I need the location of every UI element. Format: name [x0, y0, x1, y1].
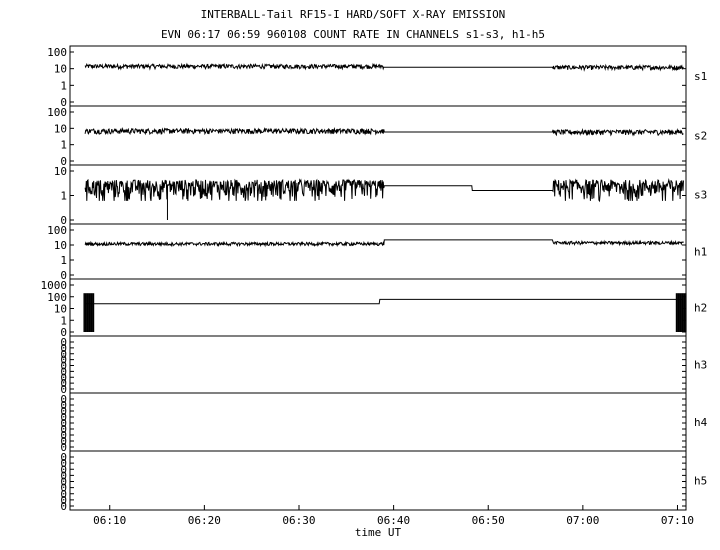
series-line-h2 [85, 298, 684, 305]
y-tick-label: 0 [60, 494, 67, 507]
y-tick-label: 10 [54, 63, 67, 76]
y-tick-label: 1 [60, 139, 67, 152]
y-tick-label: 0 [60, 155, 67, 168]
x-tick-label: 06:30 [282, 514, 315, 527]
panel-label-s2: s2 [694, 130, 707, 143]
panel-label-h5: h5 [694, 475, 707, 488]
y-tick-label: 0 [60, 360, 67, 373]
x-axis-label: time UT [355, 526, 402, 539]
y-tick-label: 1 [60, 190, 67, 203]
y-tick-label: 10 [54, 165, 67, 178]
y-tick-label: 0 [60, 463, 67, 476]
y-tick-label: 0 [60, 342, 67, 355]
y-tick-label: 0 [60, 269, 67, 282]
y-tick-label: 0 [60, 348, 67, 361]
y-tick-label: 0 [60, 354, 67, 367]
y-tick-label: 0 [60, 399, 67, 412]
y-tick-label: 0 [60, 371, 67, 384]
y-tick-label: 0 [60, 435, 67, 448]
y-tick-label: 0 [60, 383, 67, 396]
y-tick-label: 0 [60, 336, 67, 349]
y-tick-label: 0 [60, 482, 67, 495]
series-line-s2 [84, 126, 684, 137]
y-tick-label: 10 [54, 239, 67, 252]
x-tick-label: 06:40 [377, 514, 410, 527]
y-tick-label: 0 [60, 500, 67, 513]
chart-subtitle: EVN 06:17 06:59 960108 COUNT RATE IN CHA… [161, 28, 545, 41]
y-tick-label: 1000 [41, 279, 68, 292]
x-tick-label: 06:50 [472, 514, 505, 527]
y-tick-label: 10 [54, 122, 67, 135]
panel-label-h1: h1 [694, 246, 707, 259]
plot-frame [69, 45, 687, 511]
y-tick-label: 100 [47, 224, 67, 237]
series-line-s1 [84, 62, 684, 72]
y-tick-label: 0 [60, 96, 67, 109]
chart-title: INTERBALL-Tail RF15-I HARD/SOFT X-RAY EM… [201, 8, 506, 21]
y-tick-label: 100 [47, 291, 67, 304]
y-tick-label: 1 [60, 79, 67, 92]
y-tick-label: 0 [60, 417, 67, 430]
y-tick-label: 0 [60, 411, 67, 424]
y-tick-label: 0 [60, 214, 67, 227]
panel-label-h4: h4 [694, 416, 708, 429]
panels-group: 06:10 06:20 06:30 06:40 06:50 07:00 07:10s1100… [41, 45, 708, 527]
y-tick-label: 0 [60, 429, 67, 442]
panel-label-h2: h2 [694, 302, 707, 315]
y-tick-label: 0 [60, 377, 67, 390]
y-tick-label: 0 [60, 326, 67, 339]
x-tick-label: 07:00 [566, 514, 599, 527]
y-tick-label: 0 [60, 457, 67, 470]
series-line-s3 [84, 178, 684, 203]
y-tick-label: 0 [60, 405, 67, 418]
y-tick-label: 0 [60, 423, 67, 436]
y-tick-label: 0 [60, 451, 67, 464]
y-tick-label: 100 [47, 46, 67, 59]
panel-label-s3: s3 [694, 189, 707, 202]
x-tick-label: 07:10 [661, 514, 694, 527]
y-tick-label: 0 [60, 469, 67, 482]
y-tick-label: 1 [60, 314, 67, 327]
y-tick-label: 1 [60, 254, 67, 267]
x-tick-label: 06:10 [93, 514, 126, 527]
y-tick-label: 0 [60, 393, 67, 406]
y-tick-label: 0 [60, 441, 67, 454]
y-tick-label: 100 [47, 106, 67, 119]
x-tick-label: 06:20 [188, 514, 221, 527]
panel-label-s1: s1 [694, 70, 707, 83]
y-tick-label: 0 [60, 365, 67, 378]
y-tick-label: 0 [60, 476, 67, 489]
y-tick-label: 0 [60, 488, 67, 501]
series-line-h1 [84, 239, 684, 248]
panel-label-h3: h3 [694, 359, 707, 372]
y-tick-label: 10 [54, 303, 67, 316]
